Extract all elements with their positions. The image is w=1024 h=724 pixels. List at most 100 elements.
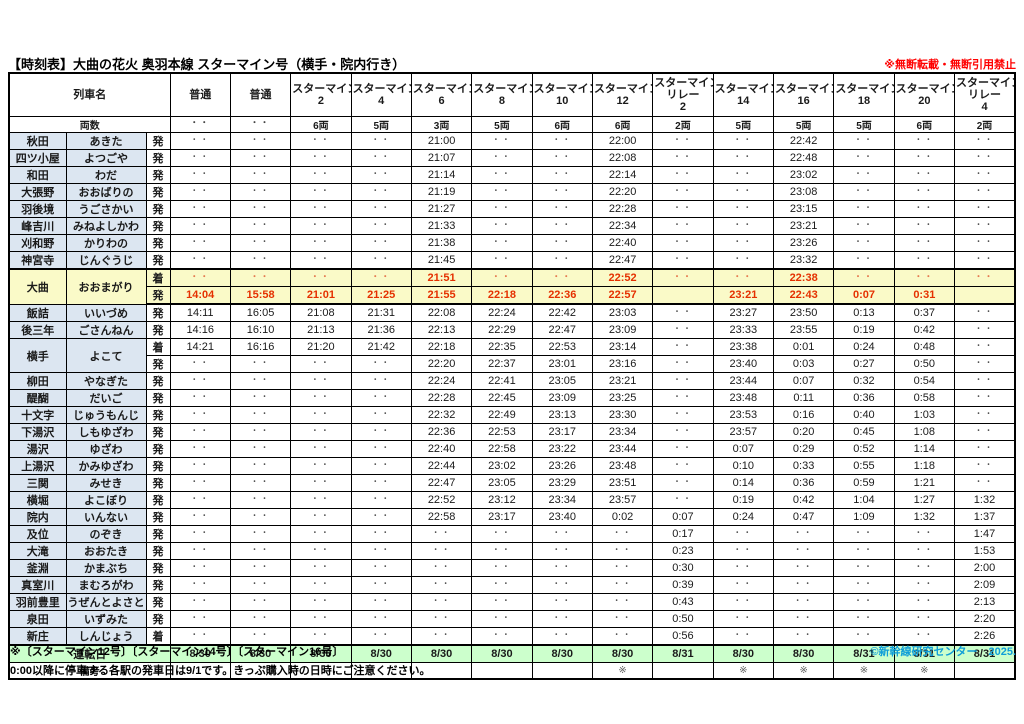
time-cell: 1:32 (954, 491, 1016, 509)
time-cell: 22:41 (471, 372, 533, 390)
no-stop-marker: ・・ (672, 341, 693, 350)
time-cell: ・・ (169, 251, 231, 270)
column-header: スターマインリレー2 (652, 72, 714, 117)
time-cell: 22:36 (410, 423, 473, 441)
time-cell: 23:53 (712, 406, 774, 424)
station-kana: じんぐうじ (65, 251, 147, 270)
time-cell: 22:37 (471, 355, 533, 373)
time-cell: 22:18 (471, 286, 533, 305)
no-stop-marker: ・・ (190, 443, 211, 452)
time-cell: ・・ (712, 200, 774, 218)
time-cell: 2:20 (954, 610, 1016, 628)
no-stop-marker: ・・ (190, 237, 211, 246)
no-stop-marker: ・・ (310, 562, 331, 571)
no-stop-marker: ・・ (371, 358, 392, 367)
no-stop-marker: ・・ (190, 477, 211, 486)
station-name: 羽後境 (8, 200, 67, 218)
time-cell: 0:07 (712, 440, 774, 458)
time-cell: ・・ (531, 610, 593, 628)
time-cell: 0:37 (893, 303, 956, 322)
time-cell: 0:42 (893, 321, 956, 339)
no-stop-marker: ・・ (431, 545, 452, 554)
operating-day-cell: 8/30 (531, 644, 593, 663)
no-stop-marker: ・・ (672, 237, 693, 246)
no-stop-marker: ・・ (431, 579, 452, 588)
time-cell: ・・ (893, 268, 956, 287)
no-stop-marker: ・・ (672, 254, 693, 263)
no-stop-marker: ・・ (190, 358, 211, 367)
time-cell: ・・ (893, 200, 956, 218)
no-stop-marker: ・・ (491, 186, 512, 195)
column-header: スターマイン18 (833, 72, 895, 117)
time-cell: 21:33 (410, 217, 473, 235)
no-stop-marker: ・・ (250, 562, 271, 571)
time-cell: ・・ (471, 627, 533, 646)
no-stop-marker: ・・ (914, 613, 935, 622)
time-cell: ・・ (410, 627, 473, 646)
time-cell: ・・ (712, 166, 774, 184)
time-cell: ・・ (169, 525, 231, 543)
time-cell: ・・ (350, 389, 412, 407)
cars-cell: 6両 (591, 116, 654, 133)
no-stop-marker: ・・ (310, 272, 331, 281)
time-cell: ・・ (893, 525, 956, 543)
time-cell: ・・ (531, 268, 593, 287)
station-kana: よこぼり (65, 491, 147, 509)
no-stop-marker: ・・ (733, 186, 754, 195)
no-stop-marker: ・・ (974, 237, 995, 246)
time-cell: ・・ (652, 474, 714, 492)
station-row: 四ツ小屋 よつごや発 ・・ ・・ ・・ ・・ 21:07 ・・ ・・ 22:08 ・・ ・・ 22:48… (8, 149, 1016, 167)
time-cell: ・・ (893, 251, 956, 270)
time-cell: ・・ (591, 525, 654, 543)
no-stop-marker: ・・ (853, 152, 874, 161)
no-stop-marker: ・・ (310, 613, 331, 622)
station-row: 上湯沢 かみゆざわ発 ・・ ・・ ・・ ・・ 22:44 23:02 23:26 23:48 ・・ 0… (8, 457, 1016, 475)
time-cell: ・・ (169, 132, 231, 150)
station-kana: いずみた (65, 610, 147, 628)
no-stop-marker: ・・ (793, 545, 814, 554)
time-cell: 0:30 (652, 559, 714, 577)
time-cell: ・・ (350, 627, 412, 646)
time-cell: ・・ (833, 132, 895, 150)
time-cell: ・・ (954, 338, 1016, 356)
time-cell: 21:13 (290, 321, 352, 339)
no-reproduction-notice: ※無断転載・無断引用禁止 (884, 59, 1016, 71)
time-cell: 23:44 (591, 440, 654, 458)
time-cell: ・・ (833, 234, 895, 252)
time-cell: ・・ (290, 542, 352, 560)
time-cell: 16:05 (229, 303, 292, 322)
no-stop-marker: ・・ (491, 152, 512, 161)
no-stop-marker: ・・ (733, 579, 754, 588)
time-cell: ・・ (229, 355, 292, 373)
station-name: 下湯沢 (8, 423, 67, 441)
time-cell: 22:14 (591, 166, 654, 184)
time-cell: 1:03 (893, 406, 956, 424)
station-row: 秋田 あきた発 ・・ ・・ ・・ ・・ 21:00 ・・ ・・ 22:00 ・・ ・・ 22:42 ・・ ・… (8, 132, 1016, 150)
time-cell: ・・ (652, 251, 714, 270)
no-stop-marker: ・・ (974, 358, 995, 367)
time-cell: ・・ (652, 389, 714, 407)
time-cell: ・・ (652, 268, 714, 287)
column-header: スターマイン12 (591, 72, 654, 117)
no-stop-marker: ・・ (612, 545, 633, 554)
time-cell: 0:23 (652, 542, 714, 560)
no-stop-marker: ・・ (974, 272, 995, 281)
no-stop-marker: ・・ (552, 169, 573, 178)
time-cell: 2:00 (954, 559, 1016, 577)
no-stop-marker: ・・ (310, 220, 331, 229)
station-kana: わだ (65, 166, 147, 184)
station-row: 醍醐 だいご発 ・・ ・・ ・・ ・・ 22:28 22:45 23:09 23:25 ・・ 23:4… (8, 389, 1016, 407)
station-name: 泉田 (8, 610, 67, 628)
time-cell: 15:58 (229, 286, 292, 305)
time-cell: 1:18 (893, 457, 956, 475)
no-stop-marker: ・・ (974, 341, 995, 350)
time-cell: ・・ (350, 491, 412, 509)
time-cell: ・・ (169, 474, 231, 492)
no-stop-marker: ・・ (250, 596, 271, 605)
station-kana: みねよしかわ (65, 217, 147, 235)
no-stop-marker: ・・ (491, 169, 512, 178)
time-cell: 22:40 (410, 440, 473, 458)
time-cell: ・・ (229, 525, 292, 543)
time-cell: 0:19 (712, 491, 774, 509)
station-kana: あきた (65, 132, 147, 150)
